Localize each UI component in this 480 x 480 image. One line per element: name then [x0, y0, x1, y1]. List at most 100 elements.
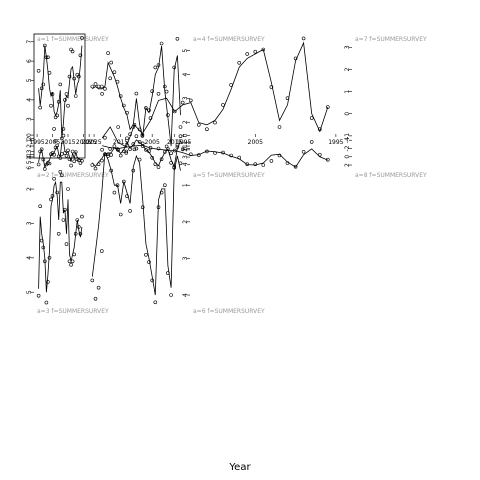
observed-point [144, 106, 148, 110]
observed-point [69, 262, 73, 267]
observed-point [36, 69, 41, 73]
observed-point [80, 36, 84, 40]
observed-point [159, 41, 164, 46]
x-tick-label: 2005 [45, 139, 60, 146]
observed-point [80, 158, 84, 163]
observed-point [172, 165, 176, 169]
panel-3: -1 0 1 2 3 a=7 f=SUMMERSURVEY [100, 36, 427, 154]
observed-point [61, 127, 66, 131]
observed-point [96, 285, 101, 290]
observed-point [47, 161, 52, 166]
observed-point [261, 47, 266, 52]
observed-point [78, 53, 83, 58]
observed-point [109, 60, 113, 65]
observed-point [41, 157, 46, 162]
observed-point [237, 60, 241, 65]
observed-point [78, 232, 83, 236]
y-tick-label: 7 [26, 40, 33, 44]
y-tick-label: 1 [26, 156, 33, 160]
observed-point [103, 135, 107, 140]
fitted-line [38, 180, 83, 293]
observed-point [106, 154, 110, 158]
observed-point [147, 149, 151, 154]
observed-point [49, 197, 53, 202]
observed-point [36, 162, 41, 167]
observed-point [134, 134, 139, 138]
observed-point [122, 149, 126, 154]
y-tick-label: 4 [26, 155, 33, 159]
observed-point [150, 89, 154, 93]
panel-2: 1 2 3 4 5 a=4 f=SUMMERSURVEY [90, 36, 265, 155]
observed-point [128, 209, 132, 213]
observed-point [42, 43, 47, 48]
observed-point [213, 120, 217, 125]
y-tick-label: 3 [182, 256, 189, 260]
y-tick-label: 0 [344, 112, 351, 116]
observed-point [277, 125, 282, 129]
observed-point [63, 151, 67, 155]
observed-point [41, 245, 46, 250]
y-tick-label: 0 [182, 133, 189, 137]
x-tick-label: 2015 [167, 139, 182, 146]
observed-point [50, 92, 55, 96]
observed-point [150, 278, 154, 283]
observed-point [122, 179, 126, 184]
y-tick-label: -1 [344, 133, 351, 139]
observed-point [134, 146, 139, 151]
observed-point [269, 85, 274, 89]
observed-point [50, 194, 55, 198]
observed-point [73, 94, 78, 98]
panel-title: a=4 f=SUMMERSURVEY [193, 36, 265, 43]
observed-point [64, 92, 69, 96]
observed-point [39, 86, 44, 91]
y-tick-label: 2 [182, 120, 189, 124]
y-tick-label: 4 [26, 256, 33, 260]
observed-point [137, 157, 142, 162]
observed-point [118, 94, 123, 98]
observed-point [317, 152, 322, 157]
observed-point [100, 147, 104, 152]
observed-point [93, 296, 98, 301]
observed-point [100, 249, 104, 253]
observed-point [116, 148, 120, 152]
observed-point [140, 205, 145, 209]
observed-point [205, 149, 209, 154]
observed-point [124, 151, 129, 155]
observed-point [293, 56, 298, 61]
observed-point [112, 144, 117, 148]
panel-title: a=7 f=SUMMERSURVEY [355, 36, 427, 43]
y-tick-label: 2 [182, 148, 189, 152]
observed-point [70, 49, 75, 54]
observed-point [77, 225, 81, 229]
panel-title: a=2 f=SUMMERSURVEY [37, 172, 109, 179]
observed-point [221, 103, 225, 107]
observed-point [131, 142, 136, 146]
observed-point [61, 133, 66, 138]
observed-point [42, 259, 47, 264]
x-tick-label: 2025 [76, 139, 91, 146]
y-tick-label: 3 [26, 221, 33, 225]
observed-point [52, 176, 56, 181]
fitted-line [38, 45, 83, 139]
observed-point [122, 103, 126, 108]
panel-8: 0 1 2 3 4 1995 2005 2015 2025 a=6 f=SUMMERSURVEY [82, 134, 265, 315]
observed-point [39, 238, 44, 243]
observed-point [125, 110, 129, 115]
observed-point [178, 125, 183, 129]
y-tick-label: 1 [182, 183, 189, 187]
y-tick-label: 3 [182, 155, 189, 159]
observed-point [56, 100, 61, 104]
observed-point [156, 205, 161, 209]
observed-point [66, 148, 70, 153]
observed-point [147, 260, 151, 264]
observed-point [153, 300, 158, 305]
observed-point [52, 152, 56, 157]
observed-point [301, 150, 306, 154]
observed-point [140, 133, 145, 137]
observed-point [175, 143, 180, 147]
panel-title: a=8 f=SUMMERSURVEY [355, 172, 427, 179]
fitted-line [101, 144, 328, 168]
observed-point [164, 144, 169, 149]
